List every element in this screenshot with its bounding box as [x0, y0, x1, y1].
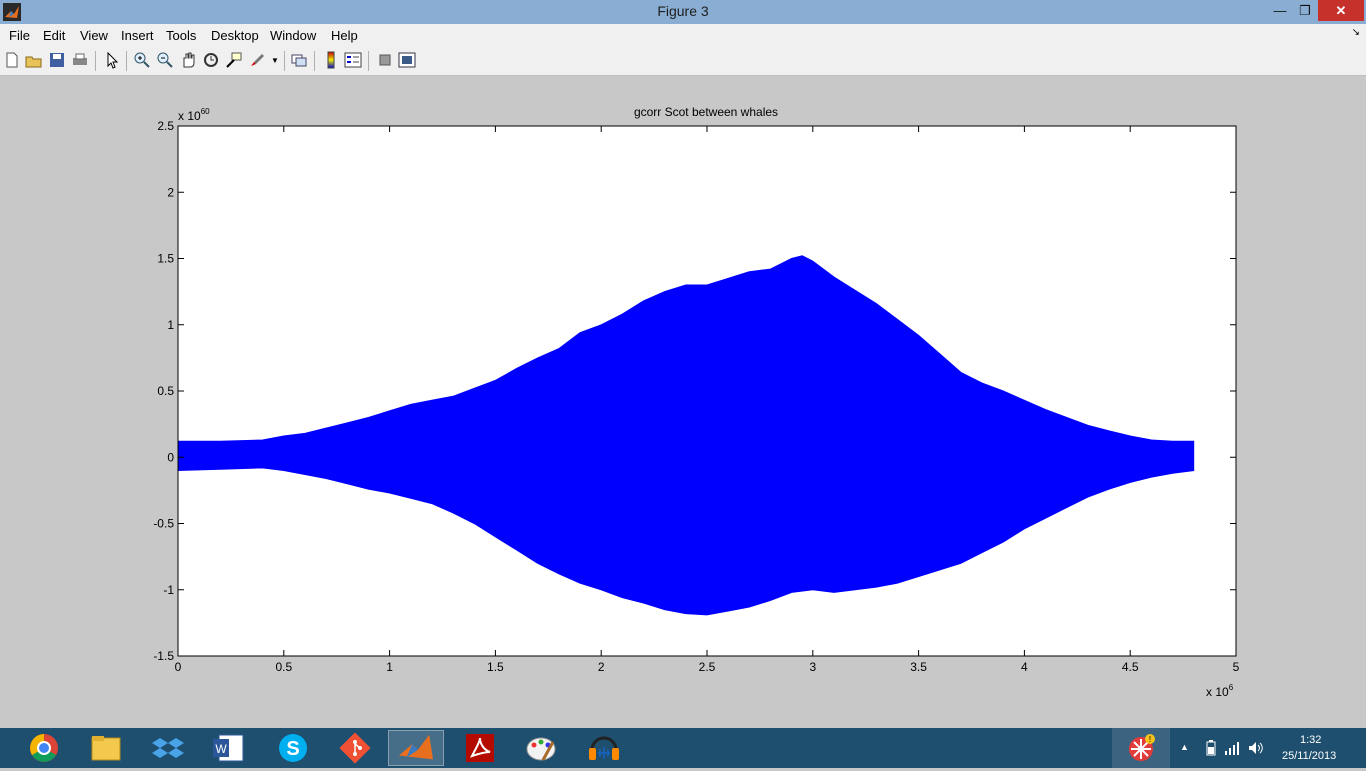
signal-series-area	[177, 255, 1195, 616]
y-tick-label: -1	[163, 583, 174, 597]
brush-dropdown-icon[interactable]: ▼	[271, 56, 279, 65]
open-file-icon[interactable]	[25, 51, 43, 69]
restore-button[interactable]: ❐	[1299, 3, 1311, 18]
network-signal-icon[interactable]	[1224, 740, 1240, 756]
window-title: Figure 3	[657, 3, 709, 19]
y-tick-label: 1.5	[157, 252, 174, 266]
battery-icon[interactable]	[1205, 740, 1217, 756]
y-tick-label: 1	[167, 318, 174, 332]
file-explorer-icon[interactable]	[78, 730, 134, 766]
svg-text:W: W	[215, 742, 227, 756]
dock-arrow-icon[interactable]: ↘	[1351, 27, 1360, 38]
x-exponent-label: x 106	[1206, 683, 1234, 699]
pan-hand-icon[interactable]	[179, 51, 197, 69]
menu-tools[interactable]: Tools	[166, 28, 197, 43]
dropbox-icon[interactable]	[140, 730, 196, 766]
toolbar-separator	[368, 51, 369, 71]
menu-help[interactable]: Help	[331, 28, 358, 43]
audacity-icon[interactable]	[576, 730, 632, 766]
toolbar-separator	[284, 51, 285, 71]
menu-window[interactable]: Window	[270, 28, 317, 43]
x-tick-label: 2.5	[699, 660, 716, 674]
hide-plot-tools-icon[interactable]	[376, 51, 394, 69]
volume-icon[interactable]	[1247, 740, 1265, 756]
toolbar-separator	[126, 51, 127, 71]
y-tick-label: 0	[167, 450, 174, 464]
matlab-icon[interactable]	[388, 730, 444, 766]
x-tick-label: 3	[809, 660, 816, 674]
rotate-3d-icon[interactable]	[202, 51, 220, 69]
skype-icon[interactable]: S	[265, 730, 321, 766]
word-icon[interactable]: W	[201, 730, 257, 766]
x-tick-label: 4.5	[1122, 660, 1139, 674]
menu-file[interactable]: File	[9, 28, 30, 43]
x-tick-label: 1.5	[487, 660, 504, 674]
x-tick-label: 4	[1021, 660, 1028, 674]
new-figure-icon[interactable]	[3, 51, 21, 69]
zoom-in-icon[interactable]	[133, 51, 151, 69]
chrome-icon[interactable]	[16, 730, 72, 766]
save-icon[interactable]	[48, 51, 66, 69]
menu-edit[interactable]: Edit	[43, 28, 66, 43]
y-exponent-label: x 1060	[178, 107, 210, 123]
legend-icon[interactable]	[344, 51, 362, 69]
clock-date[interactable]: 25/11/2013	[1282, 750, 1337, 762]
x-tick-label: 2	[598, 660, 605, 674]
git-icon[interactable]	[327, 730, 383, 766]
menu-desktop[interactable]: Desktop	[211, 28, 259, 43]
acrobat-icon[interactable]	[452, 730, 508, 766]
paint-icon[interactable]	[513, 730, 569, 766]
show-plot-tools-icon[interactable]	[398, 51, 416, 69]
menu-view[interactable]: View	[80, 28, 108, 43]
colorbar-icon[interactable]	[322, 51, 340, 69]
y-tick-label: 0.5	[157, 384, 174, 398]
minimize-button[interactable]: —	[1273, 3, 1287, 18]
x-tick-label: 3.5	[910, 660, 927, 674]
link-plot-icon[interactable]	[290, 51, 308, 69]
clock-time[interactable]: 1:32	[1300, 734, 1322, 746]
x-tick-label: 1	[386, 660, 393, 674]
toolbar-separator	[95, 51, 96, 71]
x-tick-label: 0.5	[275, 660, 292, 674]
y-tick-label: 2.5	[157, 119, 174, 133]
notification-app-icon[interactable]: !	[1126, 733, 1156, 763]
data-cursor-icon[interactable]	[225, 51, 243, 69]
zoom-out-icon[interactable]	[156, 51, 174, 69]
matlab-logo-icon	[3, 3, 21, 21]
svg-text:S: S	[286, 738, 299, 760]
svg-text:!: !	[1149, 735, 1151, 744]
chart-title: gcorr Scot between whales	[634, 105, 778, 119]
x-tick-label: 5	[1233, 660, 1240, 674]
figure-toolbar: ▼	[0, 47, 1366, 76]
show-hidden-icons-icon[interactable]: ▲	[1180, 742, 1189, 752]
x-tick-label: 0	[175, 660, 182, 674]
plot-svg[interactable]: 0 0.5 1 1.5 2 2.5 3 3.5 4 4.5 5 -1.5 -1 -0.5 0 0.5 1 1.5 2…	[0, 76, 1366, 728]
toolbar-separator	[314, 51, 315, 71]
y-tick-label: -0.5	[153, 517, 174, 531]
y-tick-label: -1.5	[153, 649, 174, 663]
edit-plot-arrow-icon[interactable]	[103, 51, 121, 69]
menu-bar: File Edit View Insert Tools Desktop Wind…	[0, 24, 1366, 47]
window-titlebar: Figure 3 — ❐ ✕	[0, 0, 1366, 24]
brush-icon[interactable]	[248, 51, 266, 69]
menu-insert[interactable]: Insert	[121, 28, 154, 43]
close-button[interactable]: ✕	[1318, 0, 1364, 21]
figure-canvas: 0 0.5 1 1.5 2 2.5 3 3.5 4 4.5 5 -1.5 -1 -0.5 0 0.5 1 1.5 2…	[0, 76, 1366, 728]
y-tick-label: 2	[167, 185, 174, 199]
print-icon[interactable]	[71, 51, 89, 69]
taskbar: W S ! ▲ 1:32 25/11/2013	[0, 728, 1366, 768]
